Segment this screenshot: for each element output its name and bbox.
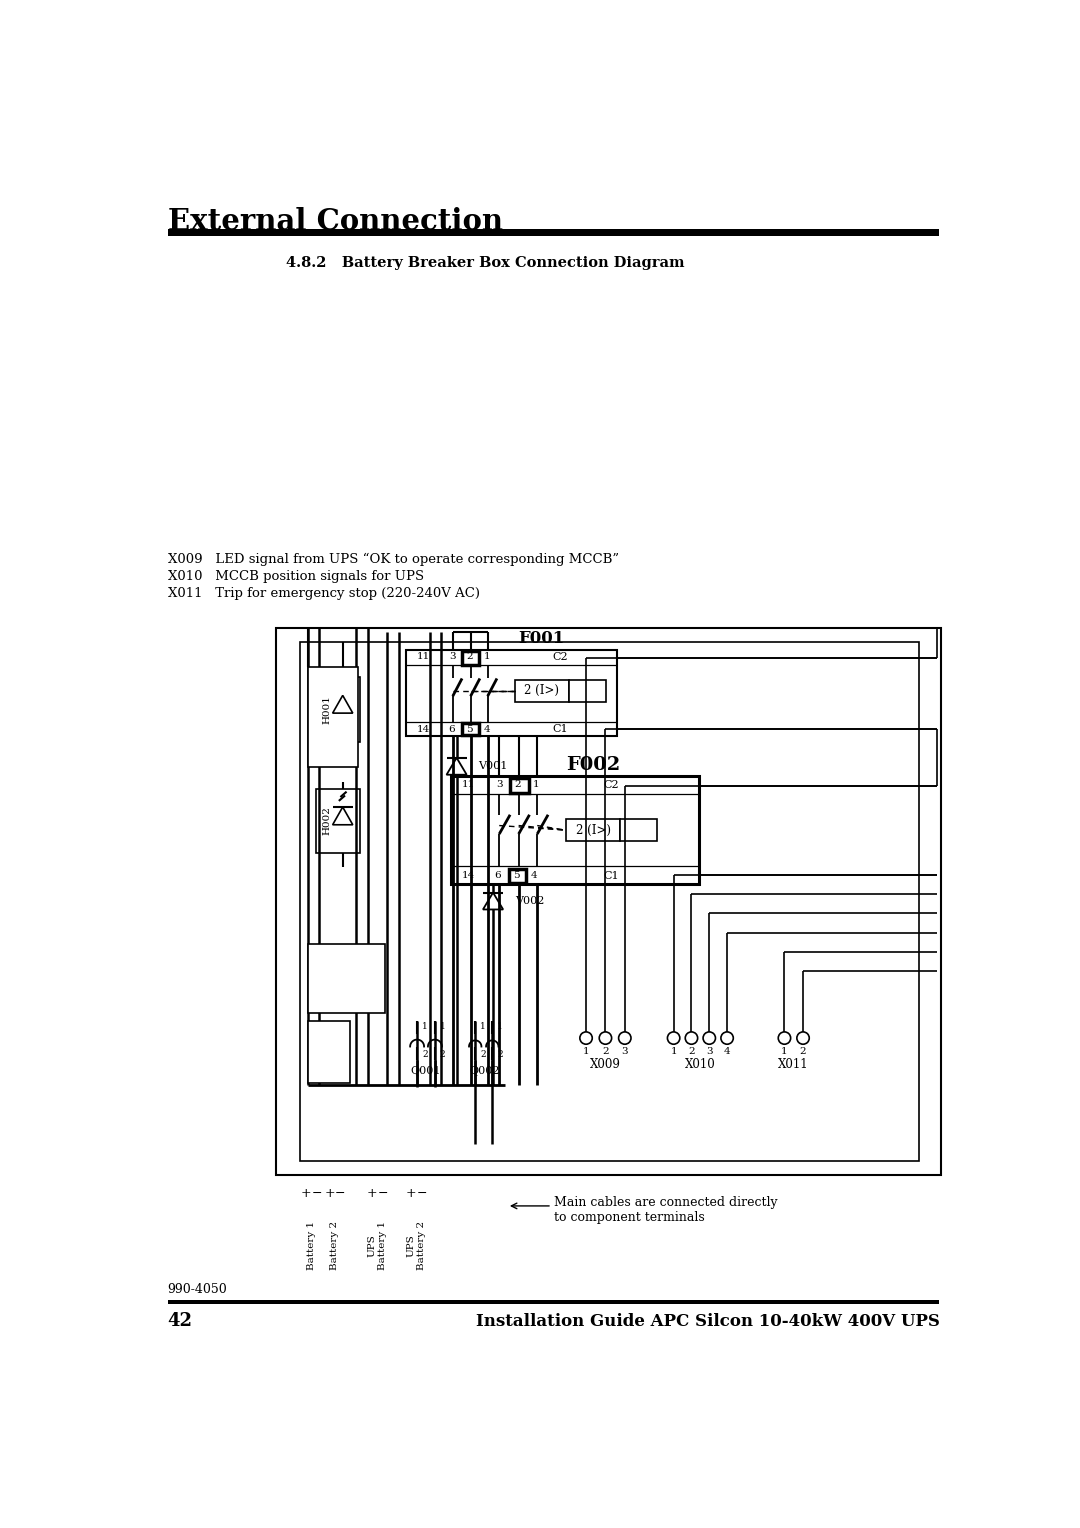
Text: 990-4050: 990-4050 (167, 1282, 227, 1296)
Text: 1: 1 (781, 1047, 787, 1056)
Text: 2: 2 (440, 1050, 445, 1059)
Text: 6: 6 (448, 724, 455, 733)
Bar (308, 666, 359, 767)
Text: 4: 4 (530, 871, 538, 880)
Bar (515, 680, 569, 701)
Bar (566, 819, 620, 840)
Text: +: + (324, 1187, 335, 1199)
Text: Installation Guide APC Silcon 10-40kW 400V UPS: Installation Guide APC Silcon 10-40kW 40… (475, 1313, 940, 1329)
Bar (451, 776, 699, 885)
Bar (510, 778, 529, 793)
Text: −: − (417, 1187, 427, 1199)
Text: 2: 2 (603, 1047, 609, 1056)
Text: 1: 1 (484, 652, 490, 662)
Text: 1: 1 (440, 1022, 446, 1031)
Text: UPS
Battery 1: UPS Battery 1 (368, 1221, 388, 1270)
Text: 4: 4 (724, 1047, 730, 1056)
Text: H002: H002 (323, 807, 332, 836)
Bar (620, 819, 658, 840)
Bar (276, 628, 941, 1175)
Text: 11: 11 (461, 781, 475, 790)
Bar (316, 788, 360, 853)
Text: −: − (335, 1187, 346, 1199)
Text: X010   MCCB position signals for UPS: X010 MCCB position signals for UPS (167, 570, 423, 582)
Text: 3: 3 (621, 1047, 629, 1056)
Text: Main cables are connected directly
to component terminals: Main cables are connected directly to co… (554, 1196, 778, 1224)
Text: 5: 5 (467, 724, 473, 733)
Bar (308, 1021, 350, 1083)
Text: 2: 2 (422, 1050, 428, 1059)
Text: C2: C2 (603, 779, 619, 790)
Text: F002: F002 (566, 756, 620, 773)
Text: 2: 2 (481, 1050, 486, 1059)
Text: −: − (312, 1187, 322, 1199)
Text: C1: C1 (552, 724, 567, 735)
Bar (167, 1300, 940, 1303)
Text: 6: 6 (495, 871, 501, 880)
Text: 1: 1 (671, 1047, 677, 1056)
Text: Q002: Q002 (470, 1067, 500, 1076)
Text: 2: 2 (497, 1050, 503, 1059)
Text: H001: H001 (323, 695, 332, 724)
Text: 2: 2 (467, 652, 473, 662)
Text: 14: 14 (461, 871, 475, 880)
Text: 4.8.2   Battery Breaker Box Connection Diagram: 4.8.2 Battery Breaker Box Connection Dia… (286, 255, 685, 269)
Text: 42: 42 (167, 1313, 192, 1331)
Text: C1: C1 (603, 871, 619, 880)
Text: Q001: Q001 (410, 1067, 441, 1076)
Text: X011: X011 (779, 1057, 809, 1071)
Text: 3: 3 (706, 1047, 713, 1056)
Text: −: − (378, 1187, 388, 1199)
Text: 2: 2 (799, 1047, 807, 1056)
Text: Battery 1: Battery 1 (307, 1221, 316, 1270)
Text: +: + (406, 1187, 416, 1199)
Text: +: + (367, 1187, 378, 1199)
Text: 3: 3 (496, 781, 502, 790)
Text: 5: 5 (513, 871, 519, 880)
Text: Battery 2: Battery 2 (330, 1221, 339, 1270)
Text: 1: 1 (534, 781, 540, 790)
Text: 1: 1 (422, 1022, 428, 1031)
Text: V002: V002 (515, 895, 544, 906)
Text: External Connection: External Connection (167, 208, 502, 237)
Text: 1: 1 (583, 1047, 590, 1056)
Bar (300, 642, 918, 1161)
Text: V001: V001 (478, 761, 508, 772)
Text: 3: 3 (449, 652, 456, 662)
Text: +: + (301, 1187, 312, 1199)
Text: UPS
Battery 2: UPS Battery 2 (407, 1221, 426, 1270)
Bar (569, 680, 606, 701)
Text: 1: 1 (497, 1022, 503, 1031)
Text: F001: F001 (518, 630, 565, 646)
Text: X011   Trip for emergency stop (220-240V AC): X011 Trip for emergency stop (220-240V A… (167, 587, 480, 599)
Text: 2: 2 (688, 1047, 694, 1056)
Text: 2 (I>): 2 (I>) (576, 824, 610, 837)
Text: 2: 2 (514, 781, 522, 790)
Bar (462, 651, 480, 665)
Text: 14: 14 (417, 724, 430, 733)
Text: X010: X010 (685, 1057, 716, 1071)
Bar (462, 723, 480, 735)
Bar (316, 677, 360, 741)
Text: C2: C2 (552, 652, 567, 662)
Bar (406, 649, 617, 736)
Text: 1: 1 (481, 1022, 486, 1031)
Text: X009: X009 (590, 1057, 621, 1071)
Text: X009   LED signal from UPS “OK to operate corresponding MCCB”: X009 LED signal from UPS “OK to operate … (167, 553, 619, 565)
Bar (509, 868, 526, 883)
Text: 2 (I>): 2 (I>) (525, 685, 559, 697)
Text: 4: 4 (484, 724, 490, 733)
Bar (167, 229, 940, 235)
Bar (308, 944, 386, 1013)
Text: 11: 11 (417, 652, 430, 662)
